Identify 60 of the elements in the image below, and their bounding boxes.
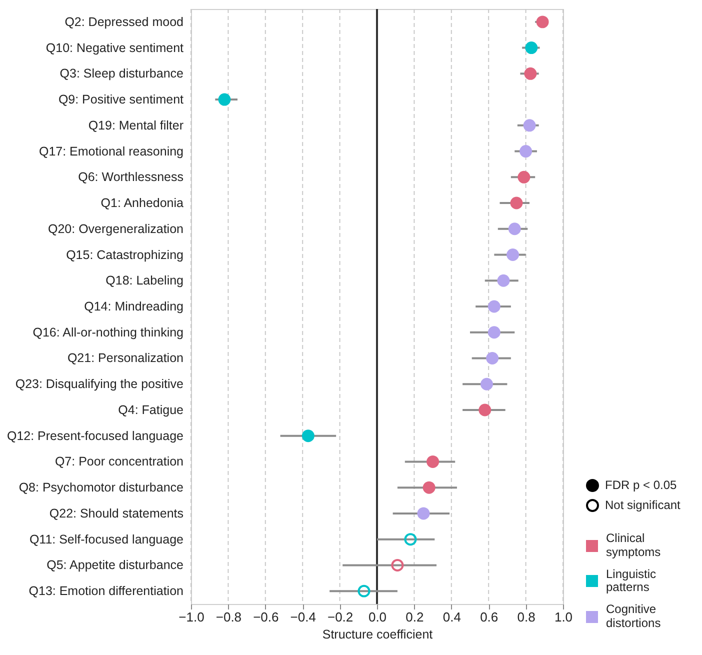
point <box>417 507 430 520</box>
y-tick-label: Q6: Worthlessness <box>78 170 184 184</box>
point <box>478 404 492 416</box>
x-axis-title: Structure coefficient <box>322 628 434 642</box>
text: Clinical symptoms <box>606 531 662 560</box>
y-tick-label: Q9: Positive sentiment <box>58 92 184 107</box>
y-tick-label: Q4: Fatigue <box>118 402 184 417</box>
y-tick-label: Q2: Depressed mood <box>64 14 184 29</box>
text: Cognitive distortions <box>606 602 662 631</box>
y-tick-label: Q17: Emotional reasoning <box>38 144 184 158</box>
point <box>422 481 436 494</box>
point <box>358 584 370 598</box>
x-tick-label: 0.0 <box>368 610 387 624</box>
point <box>506 248 520 261</box>
point <box>497 274 510 287</box>
y-tick-label: Q1: Anhedonia <box>100 196 184 210</box>
point <box>488 300 500 313</box>
y-tick-label: Q5: Appetite disturbance <box>46 558 184 572</box>
y-tick-label: Q11: Self-focused language <box>29 532 184 546</box>
point <box>520 145 532 158</box>
y-tick-label: Q21: Personalization <box>67 351 184 366</box>
point <box>404 533 417 546</box>
point <box>536 16 549 28</box>
x-tick-label: −1.0 <box>178 610 204 624</box>
text: Linguistic patterns <box>606 566 658 596</box>
text: FDR p < 0.05 <box>605 478 677 492</box>
point <box>426 455 440 468</box>
x-tick-label: −0.6 <box>253 610 279 624</box>
point <box>480 378 493 390</box>
point <box>510 196 523 210</box>
x-tick-label: 0.2 <box>406 610 424 624</box>
y-tick-label: Q15: Catastrophizing <box>66 248 184 262</box>
point <box>518 170 530 184</box>
y-tick-label: Q23: Disqualifying the positive <box>15 377 184 392</box>
y-tick-label: Q18: Labeling <box>106 274 184 288</box>
y-tick-label: Q20: Overgeneralization <box>48 222 184 236</box>
x-tick-label: −0.4 <box>290 610 316 624</box>
y-tick-label: Q3: Sleep disturbance <box>60 66 184 81</box>
x-tick-label: 0.4 <box>442 610 461 624</box>
x-tick-label: 0.8 <box>517 610 536 624</box>
y-tick-label: Q12: Present-focused language <box>6 428 184 443</box>
point <box>524 67 537 80</box>
point <box>391 558 404 572</box>
y-tick-label: Q14: Mindreading <box>84 300 184 314</box>
x-tick-label: 0.6 <box>480 610 498 624</box>
y-tick-label: Q19: Mental filter <box>88 118 184 132</box>
y-tick-label: Q13: Emotion differentiation <box>28 584 184 598</box>
point <box>488 326 500 339</box>
y-tick-label: Q7: Poor concentration <box>54 454 184 469</box>
x-tick-label: −0.8 <box>216 610 242 624</box>
x-tick-label: 1.0 <box>554 610 573 624</box>
text: Not significant <box>605 498 680 512</box>
point <box>508 222 521 236</box>
y-tick-label: Q8: Psychomotor disturbance <box>18 480 184 495</box>
y-tick-label: Q22: Should statements <box>49 506 184 520</box>
y-tick-label: Q16: All-or-nothing thinking <box>32 325 184 340</box>
point <box>486 352 499 364</box>
y-tick-label: Q10: Negative sentiment <box>46 40 184 55</box>
x-tick-label: −0.2 <box>327 610 354 624</box>
point <box>523 119 536 132</box>
